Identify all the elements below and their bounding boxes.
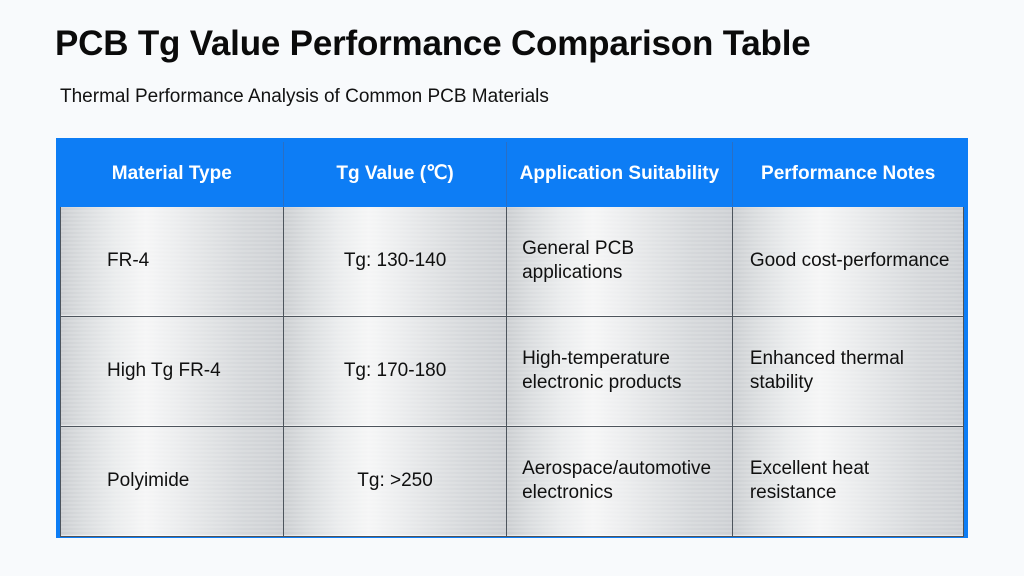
cell-text: FR-4 — [107, 249, 150, 271]
table-header-row: Material Type Tg Value (℃) Application S… — [60, 142, 964, 207]
cell-notes: Good cost-performance — [731, 205, 965, 317]
cell-text: Tg: 130-140 — [343, 249, 447, 271]
page-subtitle: Thermal Performance Analysis of Common P… — [60, 86, 549, 107]
table-header: Material Type Tg Value (℃) Application S… — [60, 142, 964, 207]
cell-text: Aerospace/automotive electronics — [522, 457, 712, 503]
cell-tg-value: Tg: 130-140 — [283, 205, 508, 317]
cell-material-type: Polyimide — [59, 425, 285, 537]
cell-text: General PCB applications — [522, 237, 635, 283]
cell-notes: Excellent heat resistance — [731, 425, 965, 537]
cell-material-type: FR-4 — [59, 205, 285, 317]
table-row: FR-4 Tg: 130-140 General PCB application… — [59, 205, 965, 317]
cell-text: Polyimide — [107, 469, 190, 491]
table-body: FR-4 Tg: 130-140 General PCB application… — [59, 205, 965, 537]
cell-text: Good cost-performance — [749, 249, 950, 271]
column-header-material-type: Material Type — [60, 142, 285, 207]
table-row: High Tg FR-4 Tg: 170-180 High-temperatur… — [59, 315, 965, 427]
cell-tg-value: Tg: >250 — [283, 425, 508, 537]
cell-text: Excellent heat resistance — [749, 457, 870, 503]
column-header-performance-notes: Performance Notes — [732, 142, 964, 207]
cell-application: Aerospace/automotive electronics — [506, 425, 733, 537]
cell-application: General PCB applications — [506, 205, 733, 317]
cell-text: High Tg FR-4 — [107, 359, 221, 381]
cell-text: Tg: 170-180 — [343, 359, 447, 381]
cell-application: High-temperature electronic products — [506, 315, 733, 427]
column-header-application-suitability: Application Suitability — [506, 142, 733, 207]
comparison-table-frame: Material Type Tg Value (℃) Application S… — [56, 138, 968, 538]
cell-material-type: High Tg FR-4 — [59, 315, 285, 427]
cell-text: Enhanced thermal stability — [749, 347, 905, 393]
cell-text: Tg: >250 — [357, 469, 433, 491]
table-row: Polyimide Tg: >250 Aerospace/automotive … — [59, 425, 965, 537]
page-title: PCB Tg Value Performance Comparison Tabl… — [55, 24, 811, 63]
cell-tg-value: Tg: 170-180 — [283, 315, 508, 427]
pcb-tg-comparison-table: Material Type Tg Value (℃) Application S… — [59, 142, 965, 537]
cell-notes: Enhanced thermal stability — [731, 315, 965, 427]
cell-text: High-temperature electronic products — [522, 347, 682, 393]
column-header-tg-value: Tg Value (℃) — [283, 142, 508, 207]
